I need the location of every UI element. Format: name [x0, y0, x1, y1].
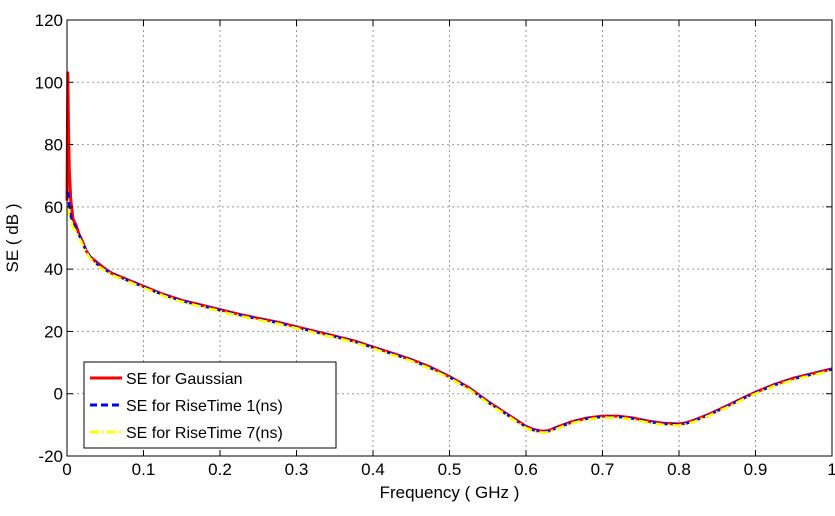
x-axis-title: Frequency ( GHz ) — [380, 483, 520, 502]
y-tick-label: 0 — [54, 385, 63, 404]
x-tick-label: 0.4 — [361, 460, 385, 479]
series-line-2 — [65, 190, 833, 434]
legend-box — [83, 361, 337, 449]
y-axis-title: SE ( dB ) — [3, 204, 22, 273]
y-tick-label: 60 — [44, 198, 63, 217]
legend-label: SE for Gaussian — [126, 371, 243, 388]
x-tick-label: 0.8 — [667, 460, 691, 479]
axis-ticks: 0 0.1 0.2 0.3 0.4 0.5 0.6 0.7 0.8 0.9 1-2002040608… — [35, 11, 835, 479]
legend: SE for Gaussian SE for RiseTime 1(ns) SE f… — [83, 361, 337, 449]
x-tick-label: 0.3 — [285, 460, 309, 479]
x-tick-label: 0.5 — [438, 460, 462, 479]
y-tick-label: -20 — [38, 447, 63, 466]
y-tick-label: 120 — [35, 11, 63, 30]
x-tick-label: 0 — [62, 460, 71, 479]
legend-label: SE for RiseTime 1(ns) — [126, 398, 283, 415]
x-tick-label: 0.1 — [132, 460, 156, 479]
y-tick-label: 40 — [44, 260, 63, 279]
x-tick-label: 0.2 — [208, 460, 232, 479]
x-tick-label: 1 — [827, 460, 835, 479]
y-tick-label: 80 — [44, 136, 63, 155]
x-tick-label: 0.7 — [591, 460, 615, 479]
series-layer — [65, 71, 833, 434]
y-tick-label: 20 — [44, 322, 63, 341]
y-tick-label: 100 — [35, 73, 63, 92]
x-tick-label: 0.6 — [514, 460, 538, 479]
x-tick-label: 0.9 — [744, 460, 768, 479]
legend-label: SE for RiseTime 7(ns) — [126, 425, 283, 442]
